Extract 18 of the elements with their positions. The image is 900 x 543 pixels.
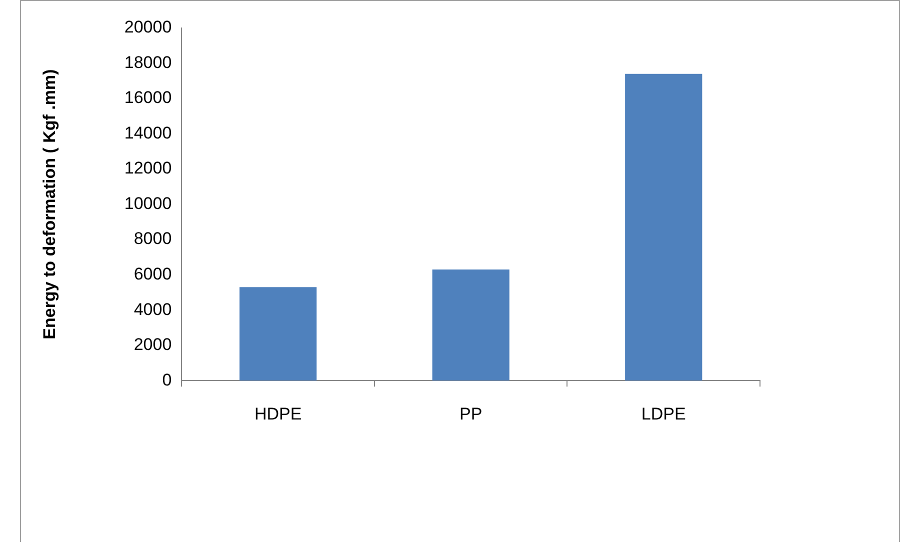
x-tick-label: LDPE: [641, 404, 686, 424]
y-tick-label: 14000: [124, 123, 172, 142]
bar: [240, 287, 317, 381]
x-tick-label: PP: [459, 404, 482, 424]
bar: [625, 74, 702, 381]
y-tick-label: 12000: [124, 158, 172, 178]
y-tick-label: 20000: [124, 18, 172, 37]
y-tick-label: 18000: [124, 52, 172, 72]
y-axis-title: Energy to deformation ( Kgf .mm): [40, 69, 59, 340]
x-tick-label: HDPE: [254, 404, 302, 424]
y-tick-label: 8000: [134, 229, 172, 248]
bar: [432, 270, 510, 381]
y-tick-label: 4000: [134, 300, 172, 319]
y-tick-label: 16000: [124, 88, 172, 108]
y-tick-label: 2000: [134, 335, 172, 354]
y-tick-label: 0: [162, 370, 172, 390]
y-tick-label: 10000: [124, 194, 172, 213]
y-tick-label: 6000: [134, 264, 172, 284]
